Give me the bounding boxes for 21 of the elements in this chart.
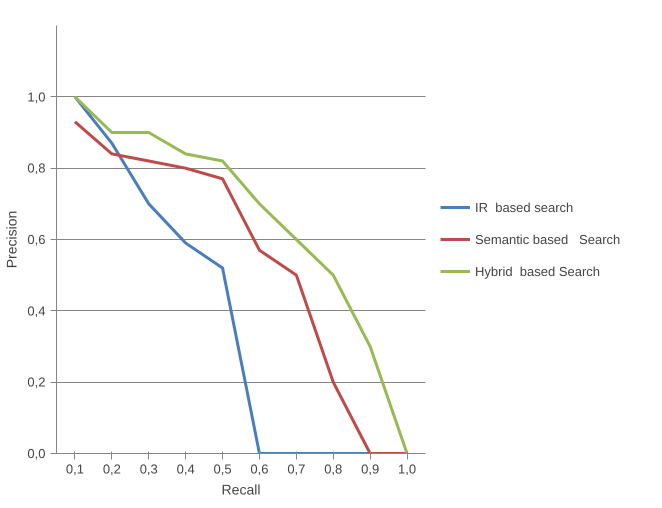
x-tick-label: 0,9 — [361, 462, 380, 476]
x-tick-label: 0,3 — [140, 462, 158, 476]
x-tick-label: 0,1 — [66, 462, 84, 476]
y-tick-label: 0,2 — [27, 374, 46, 390]
x-axis-title: Recall — [222, 482, 260, 498]
x-tick-label: 0,7 — [287, 462, 306, 476]
y-tick-label: 0,6 — [27, 232, 46, 247]
x-tick-label: 0,4 — [176, 462, 195, 476]
y-tick-label: 0,8 — [27, 160, 46, 176]
y-tick-label: 0,0 — [27, 446, 46, 461]
y-tick-label: 0,4 — [27, 303, 46, 318]
y-tick-label: 1,0 — [27, 89, 46, 104]
x-tick-label: 0,8 — [324, 462, 342, 476]
legend-label: Semantic based Search — [475, 232, 620, 246]
legend-label: IR based search — [475, 200, 574, 214]
legend-label: Hybrid based Search — [475, 264, 600, 278]
x-tick-label: 0,2 — [102, 462, 121, 476]
x-tick-label: 0,5 — [214, 462, 232, 476]
x-tick-label: 1,0 — [398, 462, 416, 476]
x-tick-label: 0,6 — [250, 462, 268, 476]
y-axis-title: Precision — [3, 210, 20, 268]
